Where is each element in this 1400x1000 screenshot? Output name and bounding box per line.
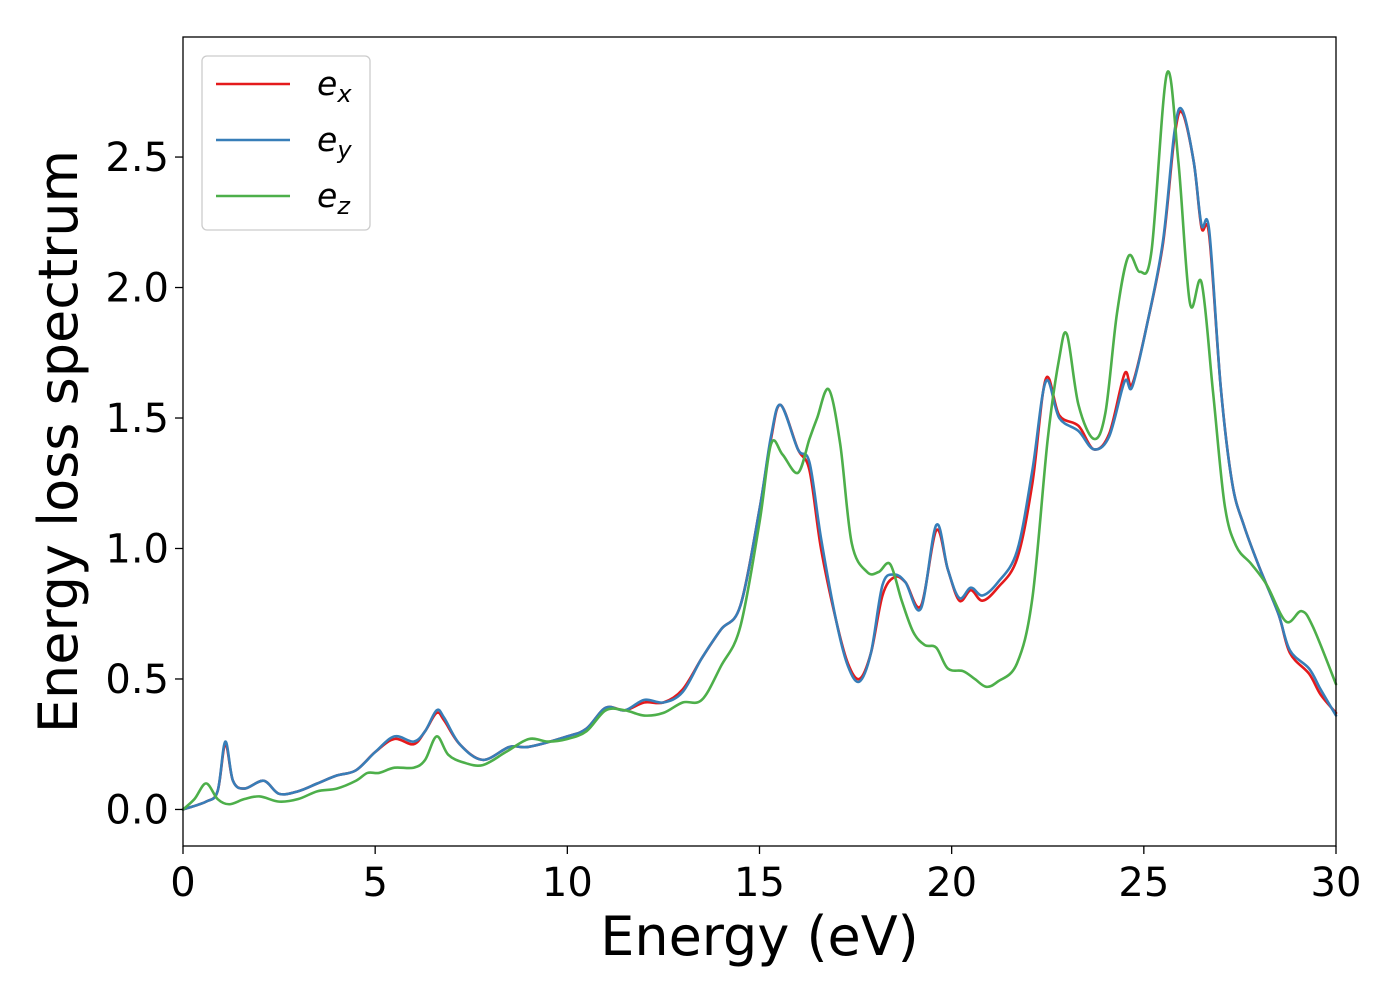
y-tick-label: 2.5	[105, 135, 169, 181]
y-tick-label: 1.0	[105, 526, 169, 572]
y-tick-label: 1.5	[105, 396, 169, 442]
legend-box	[201, 55, 371, 231]
x-tick-label: 20	[926, 860, 977, 906]
series-line-y	[181, 106, 1338, 811]
x-tick-label: 25	[1118, 860, 1169, 906]
x-tick-label: 30	[1311, 860, 1362, 906]
y-tick-label: 0.5	[105, 657, 169, 703]
series-line-z	[181, 70, 1338, 811]
x-axis-label: Energy (eV)	[600, 905, 919, 968]
y-tick-label: 0.0	[105, 787, 169, 833]
x-tick-label: 15	[734, 860, 785, 906]
y-axis-label: Energy loss spectrum	[27, 150, 90, 733]
series-layer	[181, 70, 1338, 811]
x-tick-label: 0	[170, 860, 195, 906]
x-axis: 0 5 10 15 20 25 30	[170, 846, 1361, 906]
y-axis: 0.0 0.5 1.0 1.5 2.0 2.5	[105, 135, 183, 833]
x-tick-label: 5	[362, 860, 387, 906]
y-tick-label: 2.0	[105, 266, 169, 312]
x-tick-label: 10	[542, 860, 593, 906]
